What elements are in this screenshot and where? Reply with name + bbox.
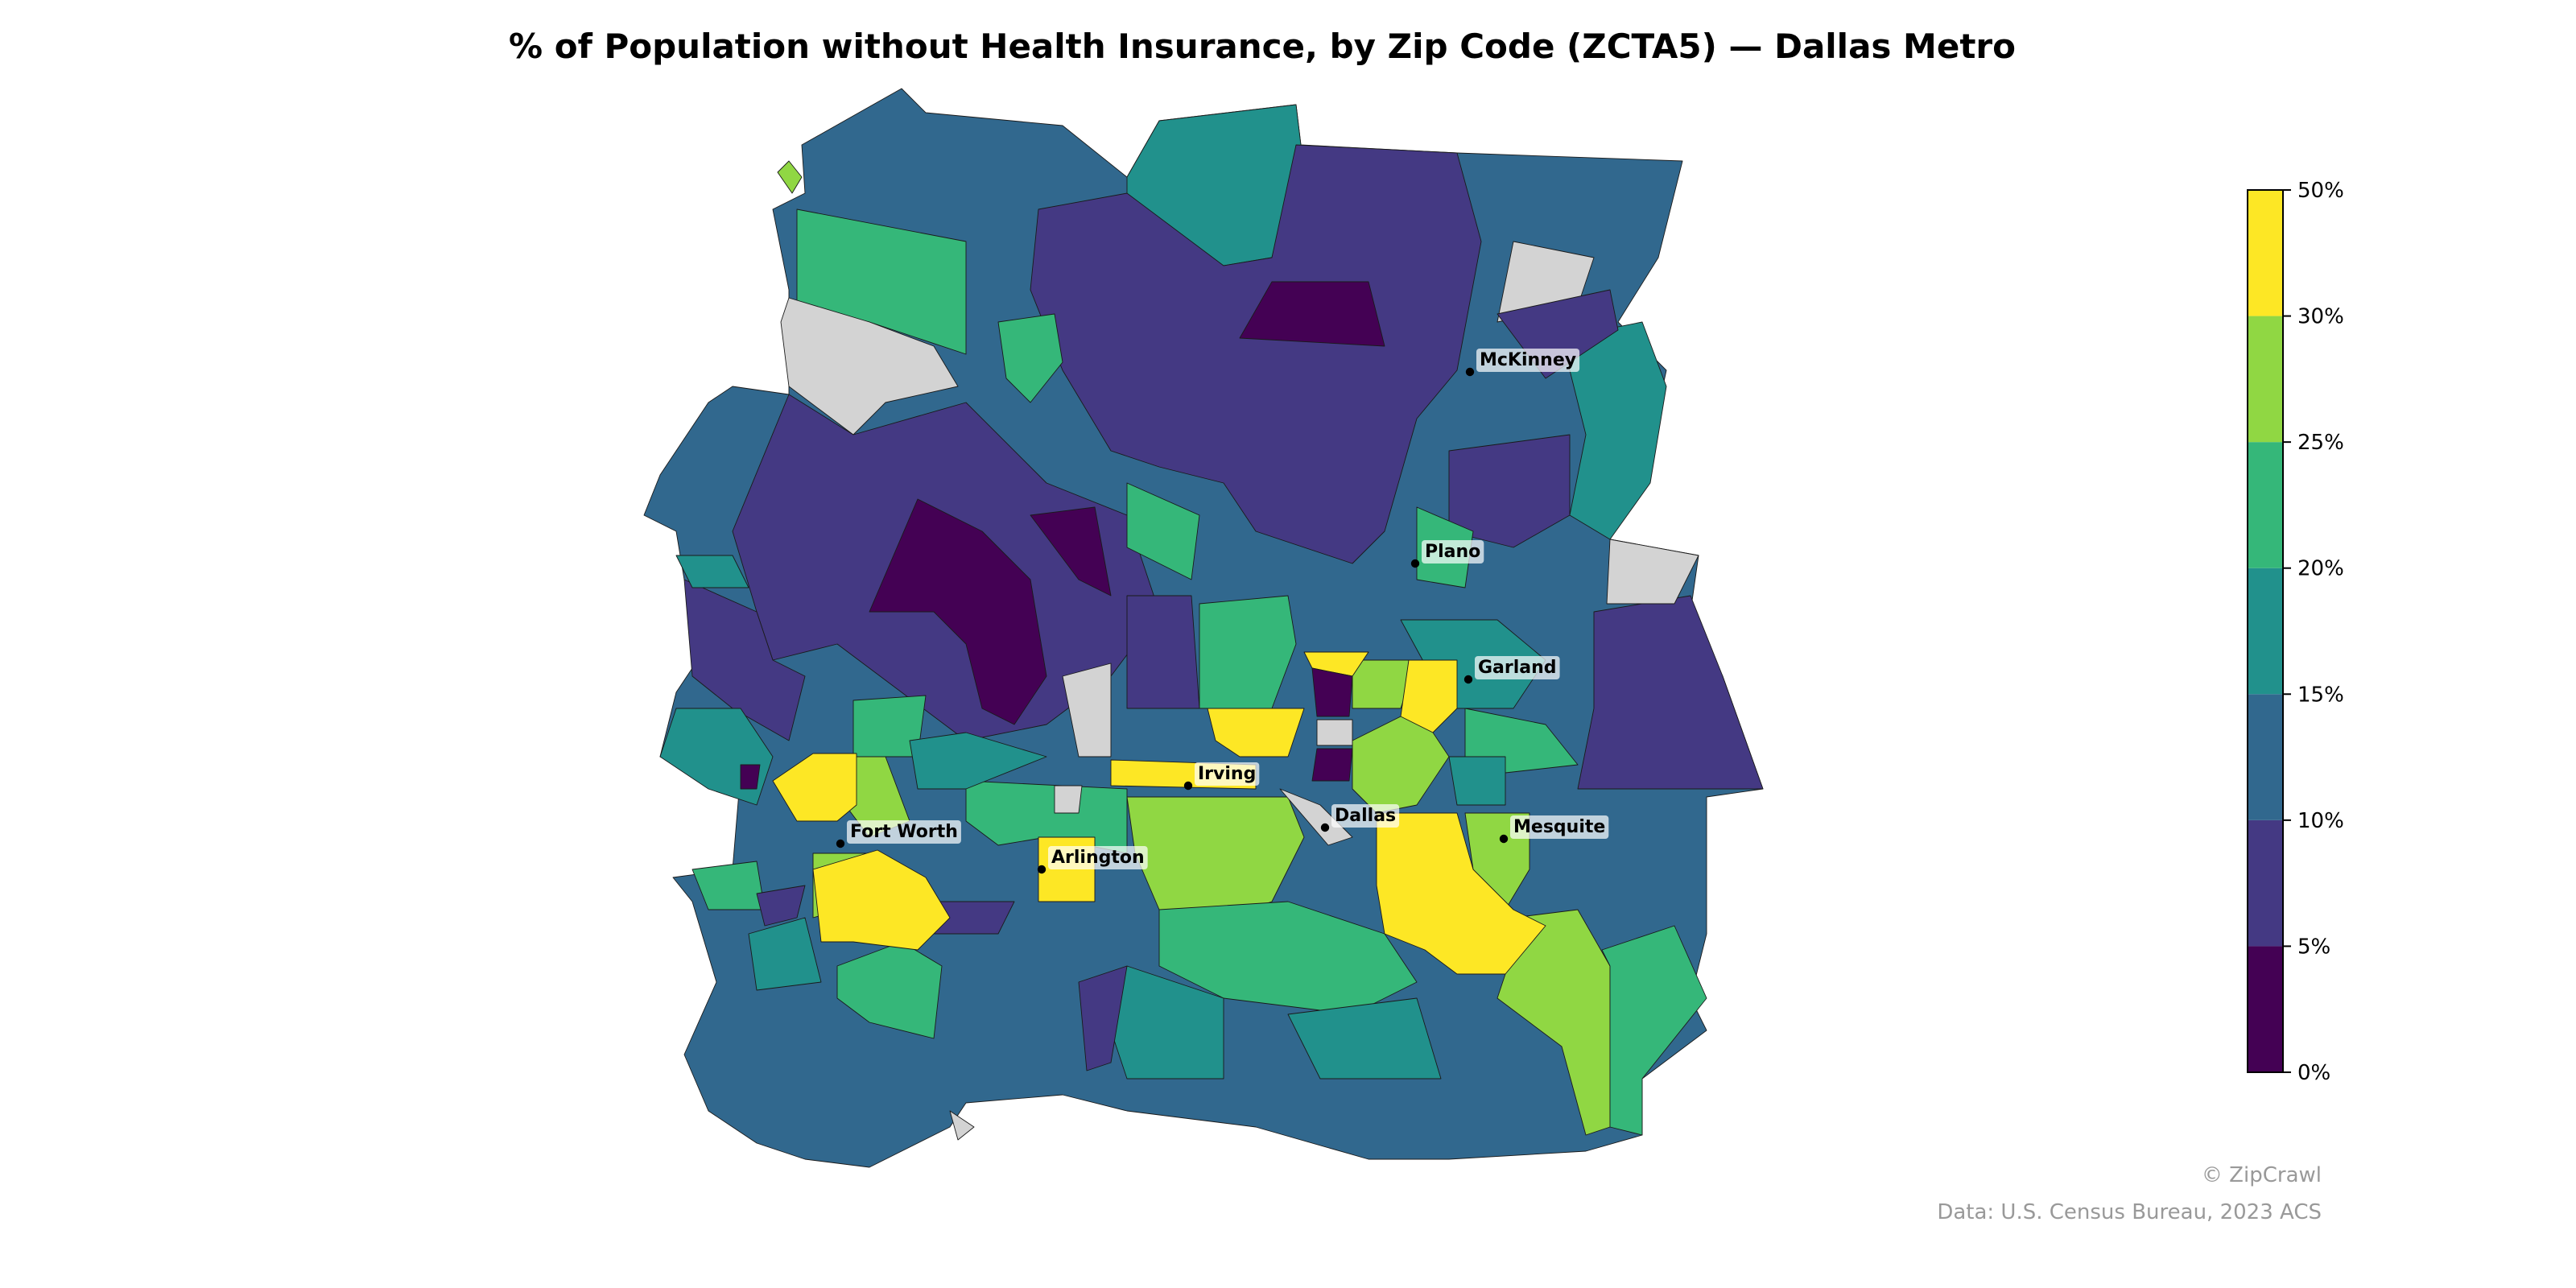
- zip-region: [1126, 482, 1200, 580]
- colorbar-tick-label: 15%: [2297, 683, 2344, 707]
- zip-region: [675, 555, 749, 588]
- colorbar-bin: [2248, 190, 2283, 316]
- city-dot-icon: [1465, 367, 1475, 377]
- city-label-box: [1422, 540, 1484, 564]
- zip-region: [909, 732, 1047, 790]
- city-label-box: [1510, 815, 1609, 839]
- city-dot-icon: [1499, 834, 1509, 844]
- zip-region: [997, 313, 1063, 403]
- zip-region-no-data: [1606, 539, 1699, 605]
- zip-region-no-data: [1316, 719, 1353, 746]
- city-label: Dallas: [1335, 806, 1396, 826]
- zip-region: [1311, 667, 1353, 717]
- zip-region: [1448, 434, 1571, 548]
- zip-region: [1311, 748, 1353, 782]
- zip-region: [1601, 925, 1707, 1136]
- zip-region: [756, 885, 806, 927]
- zip-region: [1030, 506, 1112, 597]
- zip-region: [869, 498, 1047, 725]
- colorbar-tick-label: 50%: [2297, 179, 2344, 203]
- copyright-text: © ZipCrawl: [2202, 1163, 2322, 1187]
- city-label: Fort Worth: [850, 822, 958, 842]
- zip-region: [1287, 997, 1442, 1080]
- zip-region: [812, 849, 951, 951]
- city-label-box: [1195, 762, 1260, 786]
- colorbar-frame: [2247, 189, 2284, 1073]
- zip-region: [1376, 812, 1546, 975]
- colorbar-tick-label: 0%: [2297, 1061, 2330, 1085]
- zip-region: [1352, 659, 1418, 709]
- zip-region: [1199, 595, 1297, 709]
- zip-region: [1448, 756, 1506, 806]
- zip-region-no-data: [949, 1110, 975, 1141]
- source-text: Data: U.S. Census Bureau, 2023 ACS: [1937, 1200, 2322, 1224]
- city-label: Mesquite: [1513, 817, 1605, 837]
- city-label-box: [1475, 656, 1560, 679]
- city-markers: McKinney Plano Garland Irving Dallas Mesquite…: [836, 349, 1609, 874]
- city-label: Irving: [1198, 764, 1256, 784]
- city-dot-icon: [836, 839, 845, 848]
- zip-region: [1126, 595, 1200, 709]
- colorbar-legend: 0% 5% 10% 15% 20% 25% 30% 50%: [2247, 179, 2344, 1085]
- zip-region: [1496, 909, 1611, 1136]
- city-label-box: [1476, 349, 1580, 372]
- zip-region: [1400, 659, 1458, 733]
- zip-region: [1207, 708, 1305, 758]
- city-marker: Mesquite: [1499, 815, 1609, 844]
- city-marker: Garland: [1463, 656, 1560, 684]
- city-dot-icon: [1463, 675, 1473, 684]
- zip-region-no-data: [1062, 663, 1112, 758]
- city-label-box: [1331, 804, 1400, 828]
- city-marker: Arlington: [1037, 846, 1148, 874]
- colorbar-bin: [2248, 568, 2283, 695]
- zip-region: [740, 764, 761, 790]
- zip-region: [1239, 281, 1385, 347]
- zip-region: [1030, 144, 1482, 564]
- colorbar-tick-label: 20%: [2297, 557, 2344, 581]
- city-label-box: [847, 820, 961, 844]
- city-dot-icon: [1183, 781, 1193, 791]
- city-marker: McKinney: [1465, 349, 1580, 377]
- city-label: Arlington: [1051, 848, 1145, 868]
- map-title: % of Population without Health Insurance…: [509, 27, 2016, 66]
- zip-region: [683, 579, 806, 741]
- city-marker: Dallas: [1320, 804, 1400, 832]
- colorbar-tick-label: 25%: [2297, 431, 2344, 455]
- colorbar-bin: [2248, 694, 2283, 820]
- colorbar-bin: [2248, 442, 2283, 568]
- city-dot-icon: [1320, 823, 1330, 832]
- city-marker: Irving: [1183, 762, 1260, 791]
- zip-region: [772, 753, 857, 822]
- city-dot-icon: [1037, 865, 1046, 874]
- city-label: Plano: [1425, 542, 1480, 562]
- city-label-box: [1048, 846, 1148, 869]
- zip-region: [1577, 595, 1764, 790]
- city-label: Garland: [1478, 658, 1557, 678]
- zip-region: [748, 917, 822, 991]
- colorbar-tick-label: 10%: [2297, 809, 2344, 833]
- colorbar-tick-label: 5%: [2297, 935, 2330, 959]
- zip-region: [1078, 965, 1128, 1071]
- colorbar-bin: [2248, 316, 2283, 443]
- colorbar-tick-label: 30%: [2297, 305, 2344, 329]
- zip-region-no-data: [1279, 788, 1353, 846]
- city-marker: Plano: [1410, 540, 1484, 568]
- city-label: McKinney: [1480, 350, 1576, 370]
- zip-region-no-data: [780, 297, 959, 436]
- zip-region: [1158, 901, 1418, 1015]
- colorbar-bin: [2248, 819, 2283, 947]
- zip-code-map: [643, 88, 1764, 1168]
- zip-region-no-data: [1054, 785, 1083, 814]
- zip-region: [1561, 321, 1667, 540]
- city-marker: Fort Worth: [836, 820, 961, 848]
- colorbar-bin: [2248, 946, 2283, 1072]
- zip-region: [777, 160, 803, 194]
- city-dot-icon: [1410, 559, 1420, 568]
